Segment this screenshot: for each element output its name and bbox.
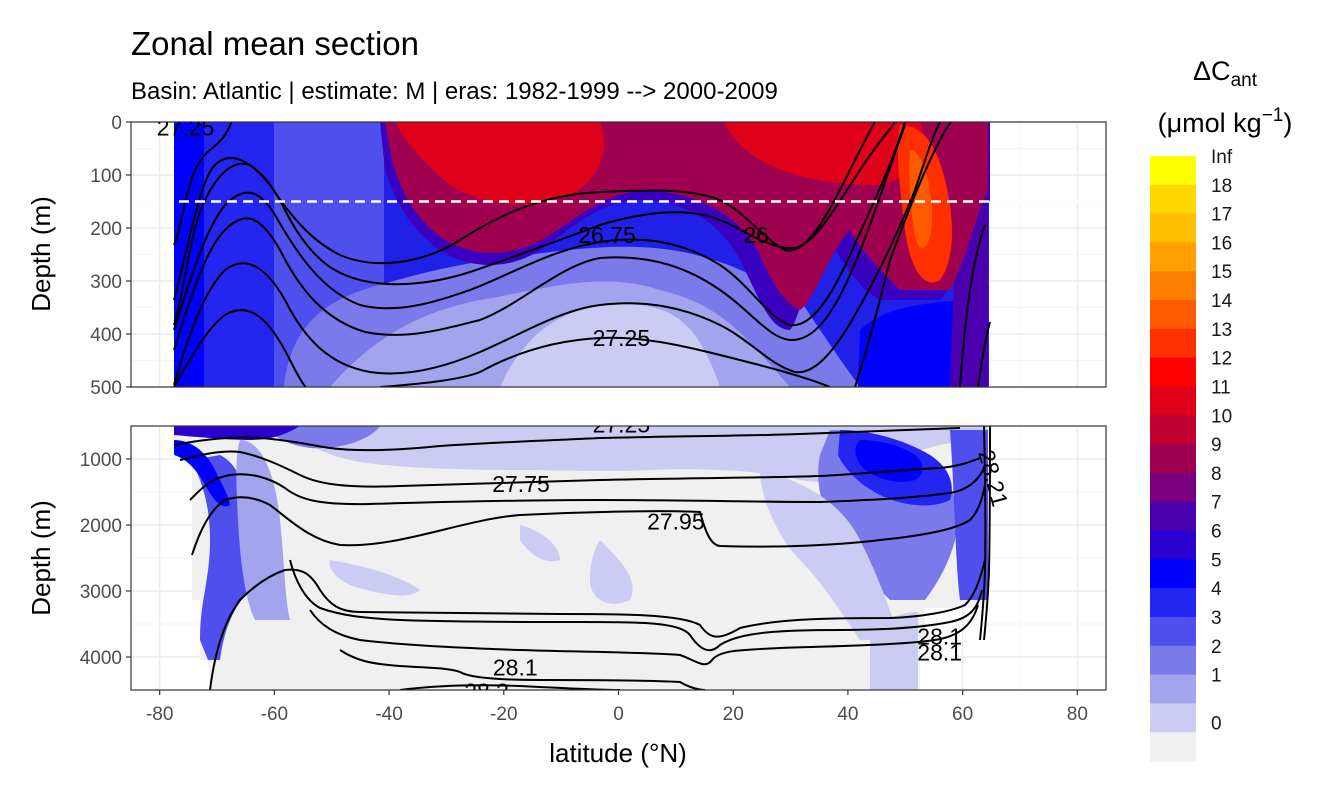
legend-tick-label: Inf [1211, 147, 1233, 168]
contour-label: 28.1 [493, 655, 538, 681]
x-tick-label: -40 [375, 704, 402, 725]
bottom-panel-field [173, 426, 991, 690]
top-y-tick-label: 300 [90, 272, 122, 293]
legend-tick-label: 10 [1211, 406, 1232, 427]
bottom-y-tick-label: 3000 [80, 582, 122, 603]
x-axis: -80 -60 -40 -20 0 20 40 60 80 [146, 690, 1088, 725]
legend-tick-label: 5 [1211, 550, 1222, 571]
legend-tick-label: 4 [1211, 579, 1222, 600]
legend-tick-label: 0 [1211, 713, 1222, 734]
x-axis-title: latitude (°N) [549, 738, 687, 768]
legend-swatch [1150, 530, 1196, 560]
chart-title: Zonal mean section [131, 25, 419, 62]
contour-label: 27.25 [593, 412, 651, 438]
legend-tick-label: 11 [1211, 377, 1231, 398]
top-panel-field [173, 122, 991, 387]
legend-tick-label: 1 [1211, 666, 1222, 687]
legend-tick-label: 6 [1211, 522, 1222, 543]
legend-swatch [1150, 645, 1196, 676]
x-tick-label: 20 [723, 704, 744, 725]
legend-swatch [1150, 501, 1196, 532]
legend-tick-label: 18 [1211, 176, 1232, 197]
legend: ΔCant (μmol kg−1) Inf1817161514131211109… [1150, 56, 1292, 762]
legend-tick-label: 3 [1211, 608, 1222, 629]
x-tick-label: 40 [837, 704, 858, 725]
bottom-y-tick-label: 2000 [80, 516, 122, 537]
legend-title: ΔCant [1193, 56, 1258, 91]
top-y-tick-label: 0 [111, 113, 122, 134]
contour-label: 28.1 [917, 639, 962, 665]
legend-tick-label: 15 [1211, 262, 1232, 283]
contour-label: 27.25 [157, 114, 215, 140]
x-tick-label: -20 [490, 704, 517, 725]
legend-tick-label: 14 [1211, 291, 1233, 312]
contour-label: 26.75 [578, 222, 636, 248]
bottom-panel: 1000 2000 3000 4000 [80, 425, 1107, 691]
x-tick-label: -80 [146, 704, 173, 725]
legend-tick-label: 7 [1211, 493, 1222, 514]
bottom-panel-y-axis: 1000 2000 3000 4000 [80, 450, 131, 669]
legend-swatch [1150, 184, 1196, 215]
contour-label: 26 [743, 222, 769, 248]
legend-swatch [1150, 559, 1196, 589]
legend-swatch [1150, 300, 1196, 330]
x-tick-label: 80 [1067, 704, 1088, 725]
contour-label: 27.75 [492, 471, 550, 497]
legend-tick-label: 9 [1211, 435, 1222, 456]
legend-tick-label: 12 [1211, 349, 1232, 370]
legend-swatch [1150, 386, 1196, 416]
legend-tick-label: 16 [1211, 233, 1232, 254]
legend-colorbar [1150, 156, 1196, 762]
top-y-tick-label: 500 [90, 378, 122, 399]
legend-swatch [1150, 415, 1196, 445]
legend-tick-label: 8 [1211, 464, 1222, 485]
legend-swatch [1150, 328, 1196, 359]
legend-swatch [1150, 213, 1196, 244]
legend-tick-label: 17 [1211, 205, 1232, 226]
x-tick-label: 60 [952, 704, 973, 725]
legend-swatch [1150, 271, 1196, 301]
contour-label: 27.95 [647, 509, 705, 535]
y-axis-title-bottom: Depth (m) [26, 500, 56, 616]
bottom-y-tick-label: 1000 [80, 450, 122, 471]
legend-swatch [1150, 242, 1196, 272]
top-panel-y-axis: 0 100 200 300 400 500 [90, 113, 131, 399]
contour-label: 28.1 [917, 624, 962, 650]
x-tick-label: -60 [261, 704, 288, 725]
contour-label: 27.25 [593, 325, 651, 351]
legend-swatch [1150, 156, 1196, 186]
legend-swatch [1150, 444, 1196, 474]
top-y-tick-label: 400 [90, 325, 122, 346]
top-y-tick-label: 200 [90, 219, 122, 240]
legend-swatch [1150, 732, 1196, 762]
x-tick-label: 0 [613, 704, 624, 725]
top-y-tick-label: 100 [90, 166, 122, 187]
y-axis-title-top: Depth (m) [26, 196, 56, 312]
contour-label: 28.2 [464, 678, 509, 704]
legend-swatch [1150, 674, 1196, 704]
legend-swatch [1150, 703, 1196, 733]
bottom-y-tick-label: 4000 [80, 648, 122, 669]
legend-swatch [1150, 472, 1196, 503]
chart-subtitle: Basin: Atlantic | estimate: M | eras: 19… [131, 78, 778, 105]
legend-swatch [1150, 357, 1196, 388]
legend-unit: (μmol kg−1) [1158, 105, 1293, 138]
legend-swatch [1150, 588, 1196, 618]
legend-tick-label: 13 [1211, 320, 1232, 341]
top-panel: 0 100 200 300 400 500 [90, 113, 1107, 399]
legend-tick-label: 2 [1211, 637, 1222, 658]
legend-swatch [1150, 616, 1196, 647]
